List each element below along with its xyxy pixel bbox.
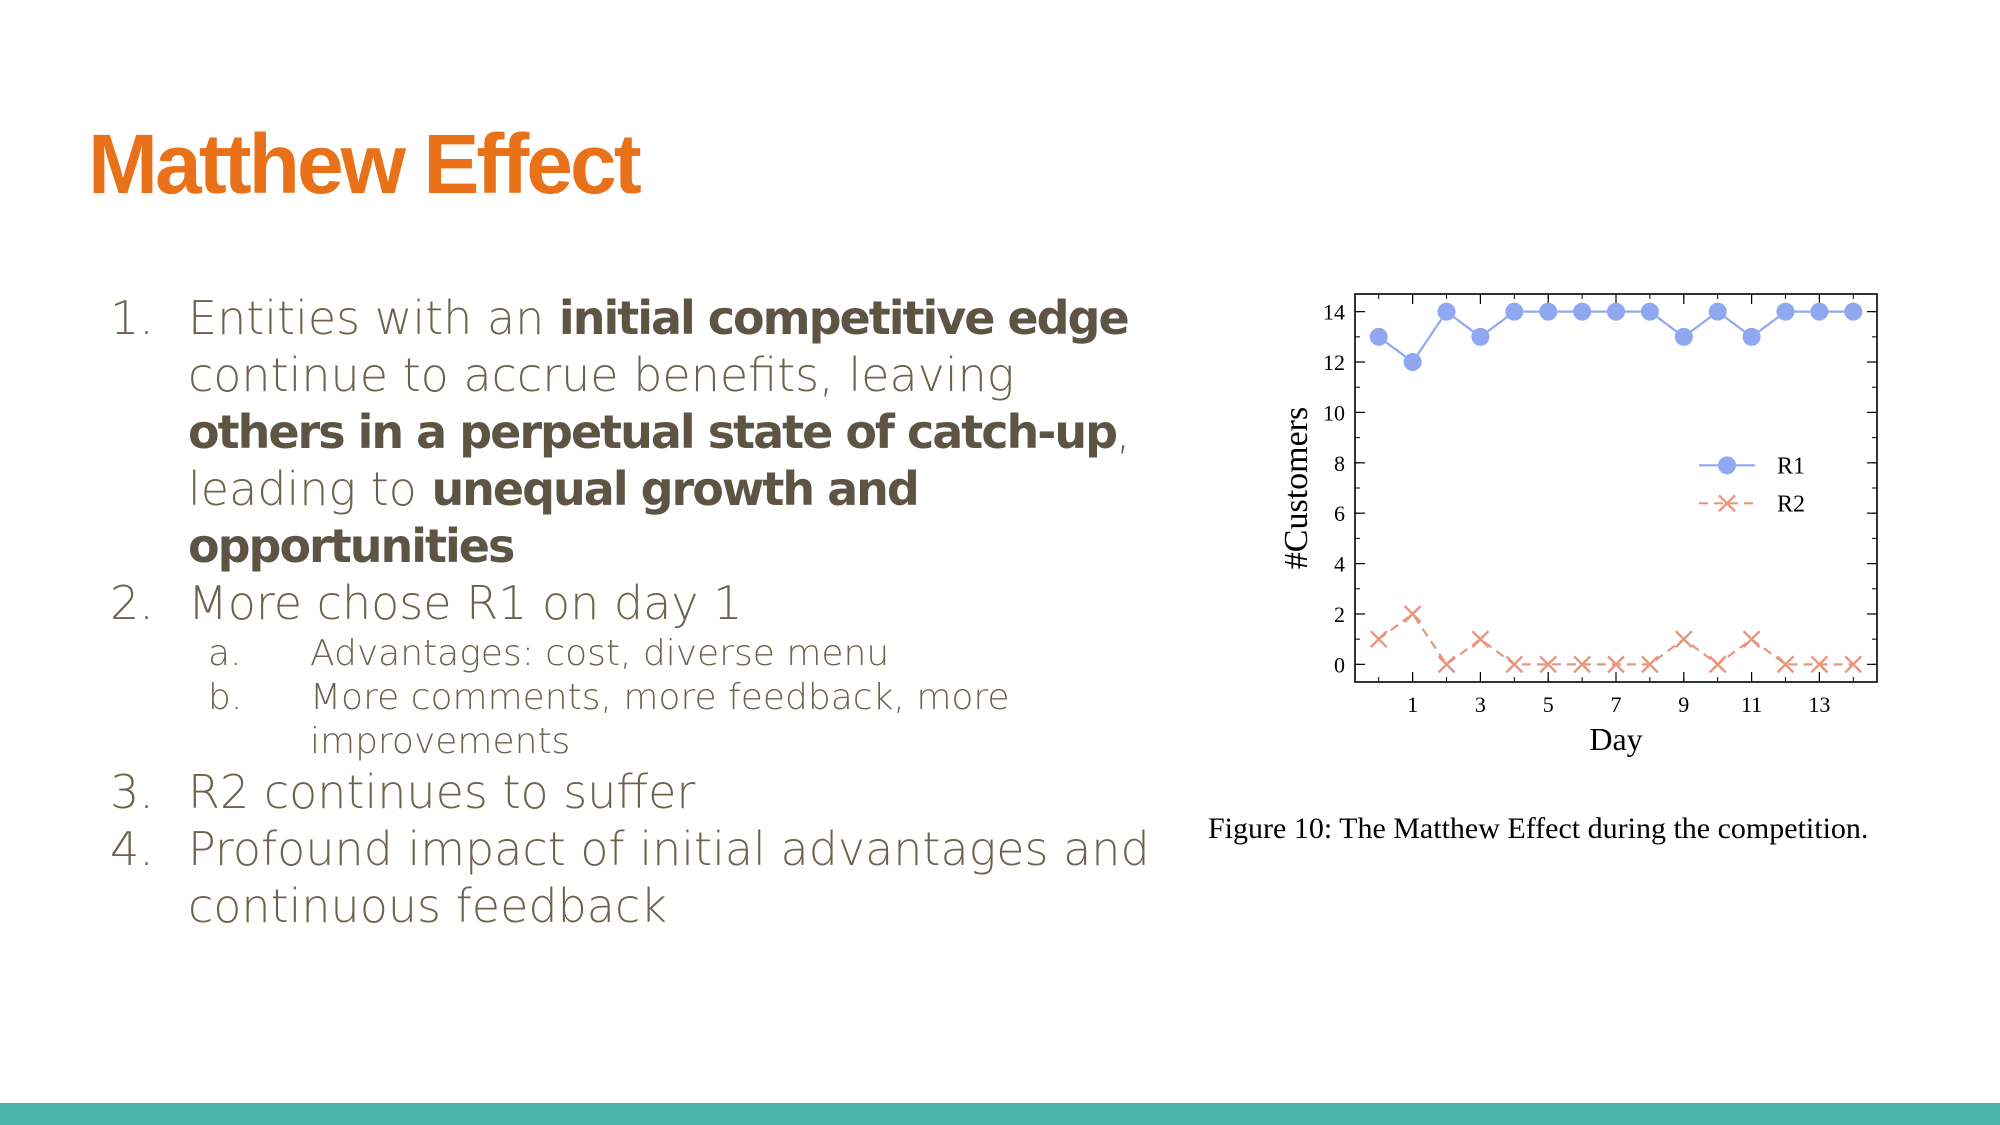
- data-point-r1: [1607, 302, 1625, 321]
- series-line-r2: [1378, 612, 1854, 666]
- y-tick-label: 8: [1334, 451, 1345, 476]
- data-point-r2: [1844, 655, 1863, 674]
- data-point-r1: [1810, 302, 1829, 321]
- data-point-r2: [1471, 630, 1490, 649]
- data-point-r2: [1674, 630, 1693, 649]
- bullet-emphasis: initial competitive edge: [558, 291, 1130, 345]
- data-point-r1: [1776, 302, 1795, 321]
- data-point-r1: [1437, 302, 1456, 321]
- data-point-r1: [1505, 302, 1524, 321]
- bullet-emphasis: others in a perpetual state of catch-up: [188, 405, 1118, 459]
- y-tick-label: 4: [1334, 552, 1345, 577]
- bullet-number: 4.: [110, 822, 154, 876]
- bullet-number: 1.: [110, 291, 154, 345]
- data-point-r2: [1708, 655, 1727, 674]
- data-point-r1: [1742, 327, 1761, 346]
- y-tick-label: 6: [1334, 501, 1345, 526]
- y-tick-label: 0: [1334, 652, 1345, 677]
- data-point-r2: [1403, 605, 1422, 623]
- bullet-number: 3.: [110, 765, 154, 819]
- bullet-list: 1. Entities with an initial competitive …: [110, 290, 1170, 935]
- sub-bullet-b: b. More comments, more feedback, more im…: [208, 676, 1170, 764]
- data-point-r1: [1844, 302, 1863, 321]
- legend-label-r2: R2: [1777, 491, 1805, 517]
- sub-bullet-text: Advantages: cost, diverse menu: [310, 633, 890, 674]
- data-point-r1: [1674, 327, 1693, 346]
- sub-bullet-a: a. Advantages: cost, diverse menu: [208, 632, 1170, 676]
- sub-bullet-letter: b.: [208, 677, 243, 718]
- y-tick-label: 14: [1323, 300, 1345, 325]
- y-axis-label: #Customers: [1278, 407, 1315, 569]
- legend-marker-r1: [1718, 456, 1736, 475]
- data-point-r1: [1573, 302, 1592, 321]
- x-tick-label: 9: [1678, 692, 1689, 717]
- data-point-r2: [1539, 655, 1558, 674]
- data-point-r2: [1641, 655, 1659, 674]
- data-point-r2: [1505, 655, 1524, 674]
- figure-caption: Figure 10: The Matthew Effect during the…: [1208, 812, 1869, 845]
- slide-title: Matthew Effect: [88, 117, 642, 211]
- data-point-r2: [1573, 655, 1591, 674]
- bullet-text: More chose R1 on day 1: [188, 576, 743, 630]
- bullet-item-1: 1. Entities with an initial competitive …: [110, 290, 1170, 575]
- data-point-r2: [1810, 655, 1829, 674]
- x-axis-label: Day: [1589, 721, 1642, 757]
- y-tick-label: 12: [1323, 350, 1345, 375]
- bullet-text: , leading to: [188, 405, 1131, 516]
- y-tick-label: 2: [1334, 602, 1345, 627]
- x-tick-label: 11: [1741, 692, 1762, 717]
- data-point-r1: [1708, 302, 1727, 321]
- bullet-text: R2 continues to suffer: [188, 765, 696, 819]
- data-point-r2: [1607, 655, 1625, 674]
- data-point-r1: [1369, 327, 1388, 346]
- data-point-r2: [1776, 655, 1795, 674]
- sub-bullet-letter: a.: [208, 633, 242, 674]
- data-point-r1: [1403, 353, 1422, 372]
- sub-bullet-list: a. Advantages: cost, diverse menu b. Mor…: [110, 632, 1170, 764]
- data-point-r1: [1640, 302, 1659, 321]
- bullet-text: continue to accrue benefits, leaving: [188, 348, 1015, 402]
- data-point-r2: [1369, 630, 1388, 649]
- bullet-item-2: 2. More chose R1 on day 1: [110, 575, 1170, 632]
- bullet-item-3: 3. R2 continues to suffer: [110, 764, 1170, 821]
- x-tick-label: 1: [1407, 692, 1418, 717]
- bullet-number: 2.: [110, 576, 154, 630]
- bullet-text: Entities with an: [188, 291, 559, 345]
- data-point-r2: [1742, 630, 1761, 649]
- data-point-r1: [1539, 302, 1558, 321]
- bullet-text: Profound impact of initial advantages an…: [188, 822, 1150, 933]
- sub-bullet-text: More comments, more feedback, more impro…: [310, 677, 1010, 762]
- data-point-r2: [1437, 655, 1456, 674]
- x-tick-label: 5: [1543, 692, 1554, 717]
- y-tick-label: 10: [1323, 400, 1345, 425]
- bullet-item-4: 4. Profound impact of initial advantages…: [110, 821, 1170, 935]
- legend-marker-r2: [1718, 494, 1736, 513]
- x-tick-label: 7: [1611, 692, 1622, 717]
- footer-bar: [0, 1103, 2000, 1125]
- bullet-emphasis: unequal growth and opportunities: [188, 462, 920, 573]
- data-point-r1: [1471, 327, 1490, 346]
- plot-frame: [1354, 293, 1878, 683]
- legend-label-r1: R1: [1777, 453, 1805, 479]
- x-tick-label: 3: [1475, 692, 1486, 717]
- x-tick-label: 13: [1808, 692, 1830, 717]
